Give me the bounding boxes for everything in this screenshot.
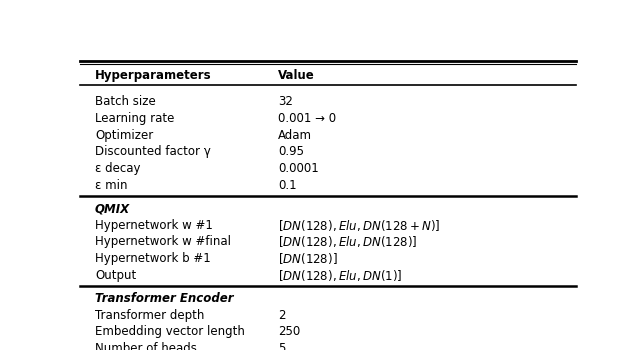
Text: 0.0001: 0.0001 [278,162,319,175]
Text: Learning rate: Learning rate [95,112,174,125]
Text: Value: Value [278,69,315,82]
Text: Adam: Adam [278,129,312,142]
Text: Transformer depth: Transformer depth [95,309,204,322]
Text: Hypernetwork w #1: Hypernetwork w #1 [95,219,212,232]
Text: Number of heads: Number of heads [95,342,196,350]
Text: $[DN(128)]$: $[DN(128)]$ [278,251,338,266]
Text: Optimizer: Optimizer [95,129,153,142]
Text: 0.1: 0.1 [278,179,297,192]
Text: 32: 32 [278,95,293,108]
Text: Embedding vector length: Embedding vector length [95,326,244,338]
Text: Output: Output [95,269,136,282]
Text: Hypernetwork b #1: Hypernetwork b #1 [95,252,211,265]
Text: QMIX: QMIX [95,202,130,215]
Text: $[DN(128), Elu, DN(128)]$: $[DN(128), Elu, DN(128)]$ [278,234,418,250]
Text: 0.95: 0.95 [278,146,305,159]
Text: 250: 250 [278,326,301,338]
Text: $[DN(128), Elu, DN(1)]$: $[DN(128), Elu, DN(1)]$ [278,268,403,283]
Text: ε decay: ε decay [95,162,140,175]
Text: Discounted factor γ: Discounted factor γ [95,146,211,159]
Text: ε min: ε min [95,179,127,192]
Text: 5: 5 [278,342,286,350]
Text: Hypernetwork w #final: Hypernetwork w #final [95,236,231,248]
Text: $[DN(128), Elu, DN(128+N)]$: $[DN(128), Elu, DN(128+N)]$ [278,218,441,233]
Text: Hyperparameters: Hyperparameters [95,69,211,82]
Text: 2: 2 [278,309,286,322]
Text: Batch size: Batch size [95,95,156,108]
Text: Transformer Encoder: Transformer Encoder [95,292,234,305]
Text: 0.001 → 0: 0.001 → 0 [278,112,337,125]
